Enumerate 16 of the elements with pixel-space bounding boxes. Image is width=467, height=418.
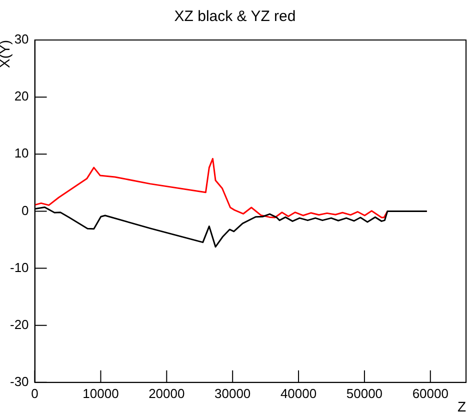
y-tick-label: -30 bbox=[10, 374, 29, 389]
x-tick-label: 10000 bbox=[82, 386, 119, 401]
chart-title: XZ black & YZ red bbox=[174, 8, 296, 26]
y-tick-label: -10 bbox=[10, 260, 29, 275]
x-tick-label: 0 bbox=[31, 386, 38, 401]
y-tick-label: 30 bbox=[14, 32, 29, 47]
x-tick-label: 60000 bbox=[412, 386, 448, 401]
y-tick-label: -20 bbox=[10, 316, 29, 332]
x-axis-title: Z bbox=[457, 398, 466, 414]
y-tick-label: 20 bbox=[14, 88, 29, 104]
x-tick-label: 50000 bbox=[346, 386, 383, 401]
x-tick-label: 20000 bbox=[148, 386, 185, 401]
x-tick-label: 40000 bbox=[280, 386, 317, 401]
x-tick-label: 30000 bbox=[214, 386, 251, 401]
y-tick-label: 0 bbox=[22, 202, 29, 218]
y-tick-label: 10 bbox=[14, 146, 29, 161]
